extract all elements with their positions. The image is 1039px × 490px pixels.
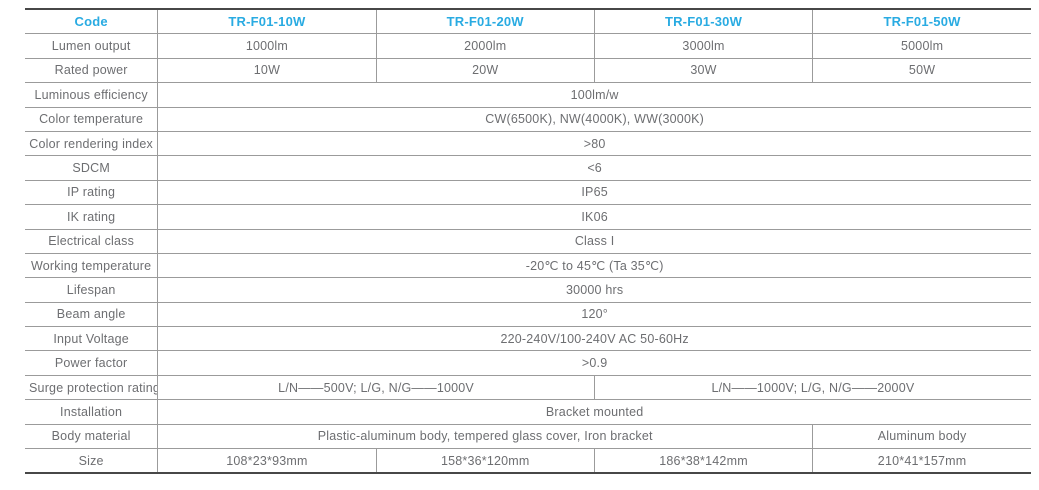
spec-row: Lifespan 30000 hrs (25, 277, 1031, 303)
spec-value: 50W (812, 57, 1031, 84)
row-label: Lumen output (25, 33, 159, 59)
spec-row: Power factor >0.9 (25, 350, 1031, 376)
row-label: Size (25, 448, 159, 475)
row-label: Surge protection rating (25, 374, 159, 401)
spec-value: >80 (157, 130, 1031, 157)
spec-value: 3000lm (593, 33, 814, 59)
spec-row: IK rating IK06 (25, 204, 1031, 230)
spec-value: 108*23*93mm (157, 448, 377, 475)
header-cell-code: Code (25, 8, 159, 35)
header-cell-tr-f01-20w: TR-F01-20W (375, 8, 595, 35)
spec-value: L/N——1000V; L/G, N/G——2000V (593, 374, 1031, 401)
spec-value: 5000lm (812, 33, 1031, 59)
row-label: Color rendering index (25, 130, 159, 157)
spec-value: 220-240V/100-240V AC 50-60Hz (157, 326, 1031, 352)
row-label: SDCM (25, 155, 159, 181)
row-label: Power factor (25, 350, 159, 376)
spec-value: 1000lm (157, 33, 377, 59)
header-cell-tr-f01-50w: TR-F01-50W (812, 8, 1031, 35)
row-label: Lifespan (25, 277, 159, 303)
spec-row: Electrical class Class I (25, 228, 1031, 254)
spec-value: Bracket mounted (157, 399, 1031, 425)
spec-row: Installation Bracket mounted (25, 399, 1031, 425)
spec-value: >0.9 (157, 350, 1031, 376)
spec-table: Code TR-F01-10W TR-F01-20W TR-F01-30W TR-F01… (25, 8, 1031, 475)
spec-row: Rated power 10W 20W 30W 50W (25, 57, 1031, 84)
row-label: Luminous efficiency (25, 82, 159, 108)
spec-table-body: Lumen output 1000lm 2000lm 3000lm 5000lm Rate… (25, 33, 1031, 475)
spec-value: IK06 (157, 204, 1031, 230)
row-label: IK rating (25, 204, 159, 230)
spec-value: 20W (375, 57, 595, 84)
spec-value: 30W (593, 57, 814, 84)
header-row: Code TR-F01-10W TR-F01-20W TR-F01-30W TR-F01… (25, 8, 1031, 35)
spec-value: 158*36*120mm (375, 448, 595, 475)
spec-value: L/N——500V; L/G, N/G——1000V (157, 374, 595, 401)
spec-row: Luminous efficiency 100lm/w (25, 82, 1031, 108)
spec-value: 2000lm (375, 33, 595, 59)
spec-row: Size 108*23*93mm 158*36*120mm 186*38*142mm 2… (25, 448, 1031, 475)
spec-table-head: Code TR-F01-10W TR-F01-20W TR-F01-30W TR-F01… (25, 8, 1031, 35)
spec-value: 10W (157, 57, 377, 84)
spec-value: IP65 (157, 179, 1031, 206)
header-cell-tr-f01-30w: TR-F01-30W (593, 8, 814, 35)
spec-value: 100lm/w (157, 82, 1031, 108)
spec-row: Surge protection rating L/N——500V; L/G, N… (25, 374, 1031, 401)
row-label: Beam angle (25, 301, 159, 328)
spec-row: Beam angle 120° (25, 301, 1031, 328)
spec-value: Aluminum body (812, 423, 1031, 450)
spec-row: Lumen output 1000lm 2000lm 3000lm 5000lm (25, 33, 1031, 59)
row-label: Electrical class (25, 228, 159, 254)
spec-value: <6 (157, 155, 1031, 181)
spec-row: SDCM <6 (25, 155, 1031, 181)
row-label: Installation (25, 399, 159, 425)
spec-value: Class I (157, 228, 1031, 254)
spec-row: Color temperature CW(6500K), NW(4000K), W… (25, 106, 1031, 132)
row-label: Working temperature (25, 252, 159, 279)
header-cell-tr-f01-10w: TR-F01-10W (157, 8, 377, 35)
spec-value: 210*41*157mm (812, 448, 1031, 475)
row-label: Rated power (25, 57, 159, 84)
row-label: Body material (25, 423, 159, 450)
spec-row: Working temperature -20℃ to 45℃ (Ta 35℃) (25, 252, 1031, 279)
spec-value: CW(6500K), NW(4000K), WW(3000K) (157, 106, 1031, 132)
spec-value: 30000 hrs (157, 277, 1031, 303)
row-label: Input Voltage (25, 326, 159, 352)
spec-row: Input Voltage 220-240V/100-240V AC 50-60H… (25, 326, 1031, 352)
spec-row: Color rendering index >80 (25, 130, 1031, 157)
row-label: IP rating (25, 179, 159, 206)
spec-value: -20℃ to 45℃ (Ta 35℃) (157, 252, 1031, 279)
spec-row: Body material Plastic-aluminum body, temp… (25, 423, 1031, 450)
spec-row: IP rating IP65 (25, 179, 1031, 206)
spec-value: 120° (157, 301, 1031, 328)
row-label: Color temperature (25, 106, 159, 132)
spec-value: Plastic-aluminum body, tempered glass co… (157, 423, 814, 450)
spec-value: 186*38*142mm (593, 448, 814, 475)
